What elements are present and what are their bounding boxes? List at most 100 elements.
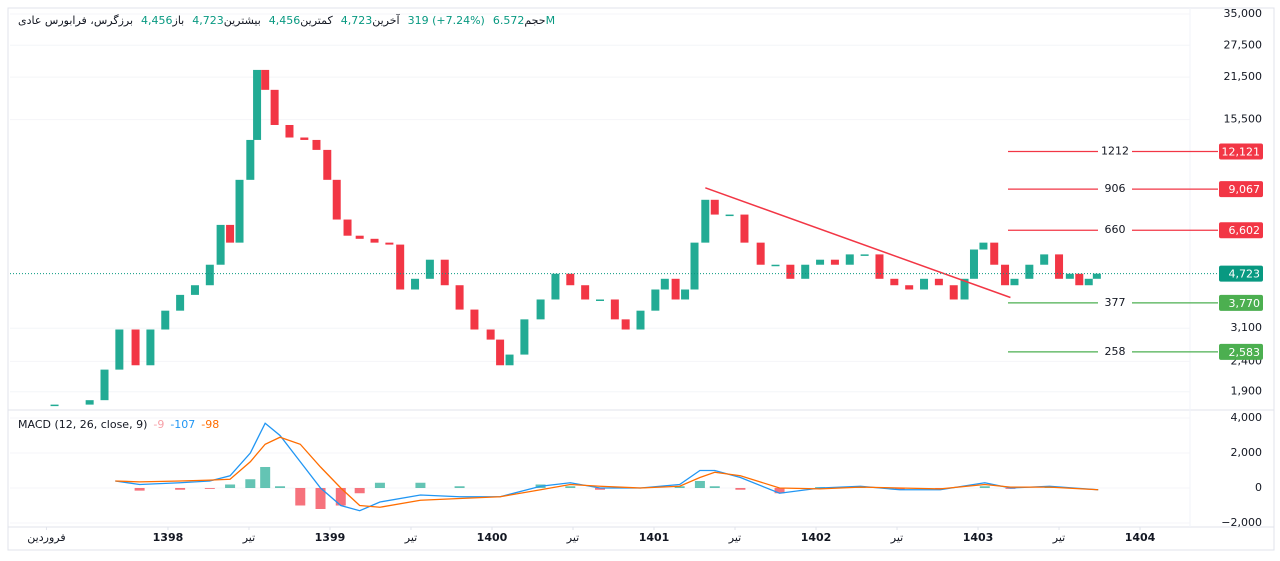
candle bbox=[270, 89, 279, 125]
stat-label: باز bbox=[172, 14, 185, 27]
stat-value: 4,456 bbox=[268, 14, 301, 27]
histogram-bar bbox=[735, 487, 746, 490]
candle bbox=[496, 339, 505, 366]
level-label: 906 bbox=[1105, 182, 1126, 195]
histogram-bar bbox=[175, 487, 186, 490]
histogram-bar bbox=[315, 487, 326, 509]
macd-line bbox=[115, 422, 1099, 512]
candle bbox=[905, 285, 914, 290]
candle bbox=[1001, 264, 1010, 286]
candle bbox=[425, 259, 434, 279]
y-tick-label: 35,000 bbox=[1224, 7, 1263, 20]
candle bbox=[536, 299, 545, 320]
candle bbox=[176, 294, 185, 311]
candle bbox=[190, 285, 199, 295]
candle bbox=[50, 404, 59, 407]
candle bbox=[949, 285, 958, 300]
level-value: 2,583 bbox=[1229, 346, 1261, 359]
y-tick-label: 21,500 bbox=[1224, 70, 1263, 83]
stat: 319 (+7.24%) bbox=[408, 14, 485, 27]
histogram-bar bbox=[295, 487, 306, 506]
stat-label: کمترین bbox=[300, 14, 333, 27]
candle bbox=[253, 69, 262, 140]
stat-value: 4,723 bbox=[340, 14, 373, 27]
level-value: 12,121 bbox=[1222, 145, 1261, 158]
x-tick-label: 1403 bbox=[963, 531, 994, 544]
candle bbox=[216, 224, 225, 265]
symbol-title: برزگرس، فرابورس عادی bbox=[18, 14, 134, 27]
x-tick-label: 1401 bbox=[639, 531, 670, 544]
y-tick-label: 0 bbox=[1255, 481, 1262, 494]
y-tick-label: 2,000 bbox=[1231, 446, 1263, 459]
macd-title: MACD (12, 26, close, 9) bbox=[18, 418, 148, 431]
candle bbox=[396, 244, 405, 290]
candle bbox=[1025, 264, 1034, 279]
candle bbox=[246, 139, 255, 180]
histogram-bar bbox=[225, 484, 236, 488]
candle bbox=[470, 309, 479, 330]
x-tick-label: 1404 bbox=[1125, 531, 1156, 544]
stat-value: 4,723 bbox=[192, 14, 224, 27]
candle bbox=[355, 235, 364, 239]
histogram-bar bbox=[204, 487, 215, 489]
level-label: 258 bbox=[1105, 345, 1126, 358]
stat-value: 319 (+7.24%) bbox=[407, 14, 485, 27]
candle bbox=[285, 124, 294, 138]
x-tick-label: تیر bbox=[890, 531, 903, 544]
x-tick-label: 1399 bbox=[315, 531, 346, 544]
candle bbox=[934, 278, 943, 286]
candle bbox=[115, 329, 124, 370]
header: برزگرس، فرابورس عادی باز4,456 بیشترین4,72… bbox=[18, 14, 555, 27]
legend-value: -107 bbox=[170, 418, 196, 431]
level-label-bg bbox=[1098, 223, 1132, 238]
candle bbox=[830, 259, 839, 265]
candle bbox=[440, 259, 449, 286]
histogram-bar bbox=[595, 487, 605, 490]
candle bbox=[300, 137, 309, 140]
y-tick-label: 27,500 bbox=[1224, 38, 1263, 51]
candle bbox=[690, 242, 699, 290]
y-tick-label: −2,000 bbox=[1221, 516, 1262, 529]
candle bbox=[205, 264, 214, 286]
candle bbox=[816, 259, 825, 265]
level-tag bbox=[1219, 294, 1263, 311]
candle bbox=[551, 273, 560, 300]
candle bbox=[1084, 278, 1093, 286]
candle bbox=[312, 139, 321, 150]
candle bbox=[261, 69, 270, 90]
candle bbox=[875, 254, 884, 279]
candle bbox=[756, 242, 765, 265]
candle bbox=[566, 273, 575, 286]
x-tick-label: 1402 bbox=[801, 531, 832, 544]
histogram-bar bbox=[260, 466, 271, 488]
histogram-bar bbox=[565, 486, 576, 488]
candle bbox=[411, 278, 420, 290]
y-tick-label: 15,500 bbox=[1224, 113, 1263, 126]
candle bbox=[610, 299, 619, 320]
level-label-bg bbox=[1098, 295, 1132, 310]
level-value: 6,602 bbox=[1229, 224, 1261, 237]
candle bbox=[85, 400, 94, 405]
stat-label: آخرین bbox=[372, 14, 400, 27]
candle bbox=[920, 278, 929, 290]
histogram-bar bbox=[415, 482, 426, 488]
y-tick-label: 1,900 bbox=[1231, 385, 1263, 398]
candle bbox=[979, 242, 988, 250]
candle bbox=[801, 264, 810, 279]
histogram-bar bbox=[454, 486, 465, 488]
candle bbox=[1010, 278, 1019, 286]
frame bbox=[7, 7, 1275, 551]
level-tag bbox=[1219, 222, 1263, 239]
stat-value: 4,456 bbox=[141, 14, 173, 27]
candle bbox=[681, 289, 690, 300]
last-price-value: 4,723 bbox=[1229, 268, 1261, 281]
histogram-bar bbox=[694, 480, 705, 488]
last-price-tag bbox=[1219, 265, 1263, 282]
candle bbox=[1040, 254, 1049, 265]
level-tag bbox=[1219, 181, 1263, 198]
histogram-bar bbox=[374, 482, 385, 488]
x-tick-label: تیر bbox=[1052, 531, 1065, 544]
histogram-bar bbox=[774, 487, 785, 494]
candle bbox=[131, 329, 140, 366]
